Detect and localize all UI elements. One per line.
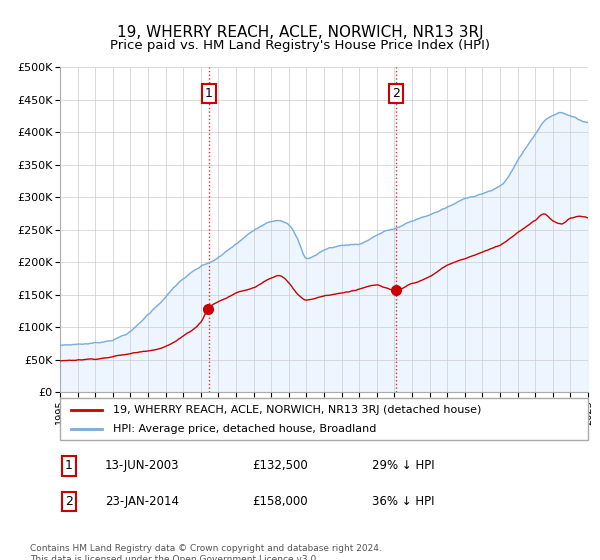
- Text: Price paid vs. HM Land Registry's House Price Index (HPI): Price paid vs. HM Land Registry's House …: [110, 39, 490, 52]
- Text: 19, WHERRY REACH, ACLE, NORWICH, NR13 3RJ: 19, WHERRY REACH, ACLE, NORWICH, NR13 3R…: [116, 25, 484, 40]
- Text: £132,500: £132,500: [252, 459, 308, 473]
- Text: 23-JAN-2014: 23-JAN-2014: [105, 494, 179, 508]
- Text: 36% ↓ HPI: 36% ↓ HPI: [372, 494, 434, 508]
- Text: 2: 2: [392, 87, 400, 100]
- Text: 19, WHERRY REACH, ACLE, NORWICH, NR13 3RJ (detached house): 19, WHERRY REACH, ACLE, NORWICH, NR13 3R…: [113, 405, 481, 415]
- Text: 13-JUN-2003: 13-JUN-2003: [105, 459, 179, 473]
- Text: 2: 2: [65, 494, 73, 508]
- Text: Contains HM Land Registry data © Crown copyright and database right 2024.
This d: Contains HM Land Registry data © Crown c…: [30, 544, 382, 560]
- Text: HPI: Average price, detached house, Broadland: HPI: Average price, detached house, Broa…: [113, 424, 376, 434]
- Text: 1: 1: [65, 459, 73, 473]
- Text: £158,000: £158,000: [252, 494, 308, 508]
- Text: 29% ↓ HPI: 29% ↓ HPI: [372, 459, 434, 473]
- FancyBboxPatch shape: [60, 398, 588, 440]
- Text: 1: 1: [205, 87, 212, 100]
